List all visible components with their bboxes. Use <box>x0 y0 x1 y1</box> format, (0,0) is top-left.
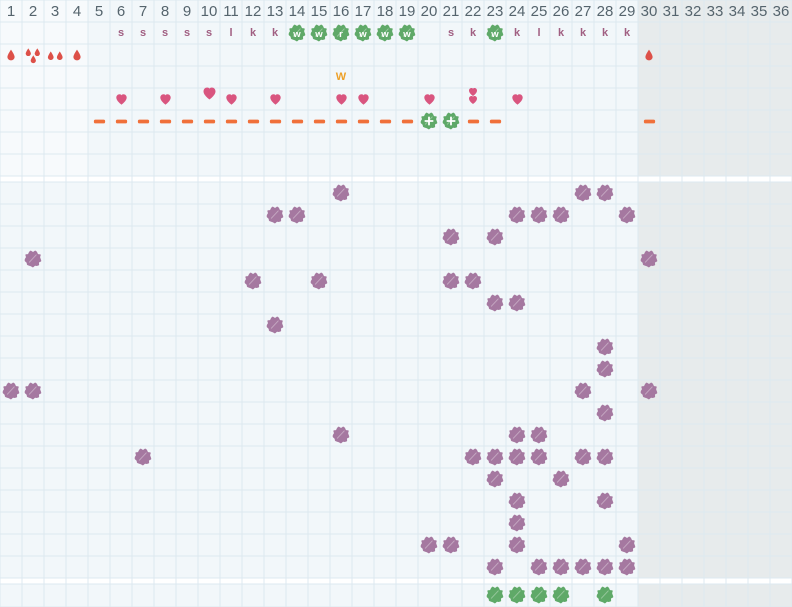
svg-text:r: r <box>339 29 343 40</box>
svg-text:w: w <box>490 29 499 40</box>
svg-text:w: w <box>380 29 389 40</box>
svg-text:w: w <box>314 29 323 40</box>
svg-text:w: w <box>292 29 301 40</box>
svg-text:w: w <box>402 29 411 40</box>
svg-text:w: w <box>358 29 367 40</box>
